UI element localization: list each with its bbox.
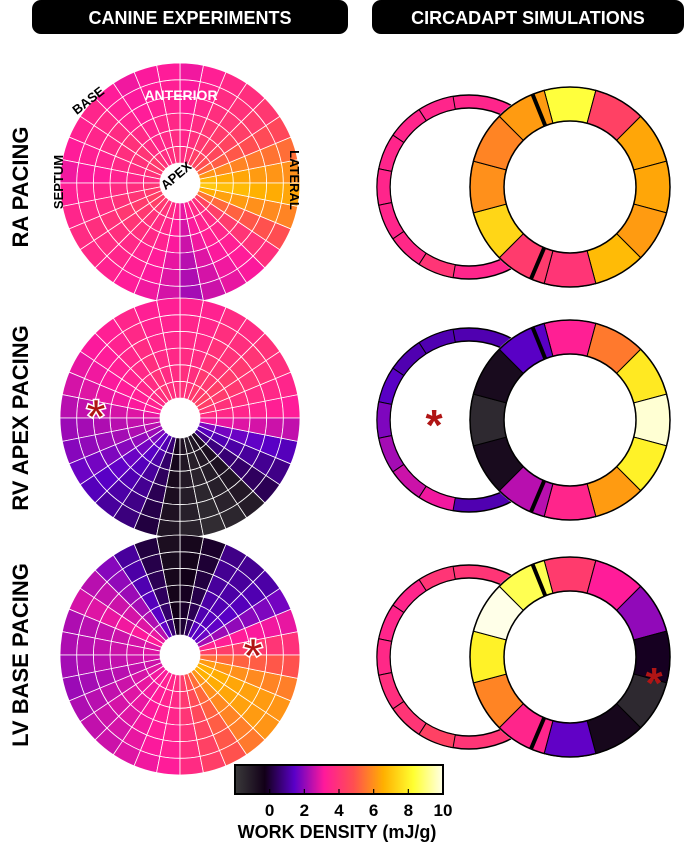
septal-junction-top [530, 93, 548, 127]
rv-ring-segment [376, 401, 393, 439]
colorbar-tick-label: 10 [434, 801, 453, 820]
canine-bullseye-ra-pacing [59, 62, 301, 304]
canine-bullseye-lv-base-pacing [59, 534, 301, 776]
rv-ring-segment [418, 252, 456, 279]
rv-ring-segment [378, 202, 405, 240]
bullseye-cell [59, 417, 80, 442]
row-label-lv-base-pacing: LV BASE PACING [8, 563, 33, 747]
colorbar-tick-label: 8 [404, 801, 413, 820]
bullseye-cell [264, 182, 284, 204]
bullseye-cell [92, 637, 112, 656]
rv-ring-segment [418, 722, 456, 749]
header-left: CANINE EXPERIMENTS [32, 0, 348, 34]
bullseye-cell [76, 634, 96, 656]
septal-junction-bottom [529, 716, 547, 750]
bullseye-cell [159, 267, 181, 287]
bullseye-cell [76, 162, 96, 184]
bullseye-cell [280, 654, 301, 679]
pacing-site-marker-canine-rv-apex: * [86, 389, 106, 445]
colorbar-tick-label: 0 [265, 801, 274, 820]
bullseye-cell [280, 182, 301, 207]
row-label-rv-apex-pacing: RV APEX PACING [8, 325, 33, 510]
rv-ring-segment [378, 604, 405, 642]
bullseye-cell [179, 551, 201, 571]
rv-ring-segment [392, 579, 427, 614]
bullseye-cell [162, 486, 181, 506]
bullseye-cell [179, 755, 204, 776]
rv-ring-segment [378, 134, 405, 172]
rv-ring-segment [392, 109, 427, 144]
rv-ring-segment [378, 672, 405, 710]
bullseye-cell [159, 502, 181, 522]
bullseye-cell [179, 330, 198, 350]
bullseye-cell [280, 631, 301, 656]
bullseye-cell [92, 165, 112, 184]
septal-junction-bottom [529, 246, 547, 280]
colorbar-tick-label: 4 [334, 801, 344, 820]
bullseye-cell [179, 62, 204, 83]
bullseye-cell [264, 417, 284, 439]
bullseye-cell [248, 417, 268, 436]
lv-ring-outline-inner [503, 590, 637, 724]
circadapt-rings-rv-apex-pacing [376, 319, 671, 521]
lv-ring-outline-outer [469, 556, 671, 758]
bullseye-cell [59, 631, 80, 656]
bullseye-cell [159, 739, 181, 759]
colorbar-ticks: 0 2 4 6 8 10 [265, 789, 453, 820]
orientation-label-lateral: LATERAL [287, 150, 302, 210]
lv-ring-outline-inner [503, 353, 637, 487]
bullseye-cell [59, 654, 80, 679]
lv-ring-outline-outer [469, 319, 671, 521]
septal-junction-top [530, 326, 548, 360]
colorbar-title: WORK DENSITY (mJ/g) [238, 822, 437, 842]
lv-ring-outline-outer [469, 86, 671, 288]
bullseye-cell [156, 755, 181, 776]
bullseye-cell [162, 723, 181, 743]
canine-bullseye-rv-apex-pacing [59, 297, 301, 539]
rv-ring-segment [418, 485, 456, 512]
bullseye-cell [280, 394, 301, 419]
header-right-text: CIRCADAPT SIMULATIONS [411, 8, 645, 28]
bullseye-cell [179, 314, 201, 334]
septal-junction-top [530, 563, 548, 597]
lv-ring-outline-inner [503, 120, 637, 254]
rv-ring-segment [378, 435, 405, 473]
circadapt-rings-lv-base-pacing [376, 556, 671, 758]
rv-ring-segment [392, 230, 427, 265]
rv-ring-segment [376, 638, 393, 676]
orientation-label-septum: SEPTUM [51, 155, 66, 209]
pacing-site-marker-sim-rv-apex: * [425, 401, 443, 450]
bullseye-cell [156, 62, 181, 83]
bullseye-cell [156, 297, 181, 318]
rv-ring-segment [392, 463, 427, 498]
row-label-ra-pacing: RA PACING [8, 127, 33, 248]
bullseye-cell [179, 297, 204, 318]
header-left-text: CANINE EXPERIMENTS [88, 8, 291, 28]
bullseye-cell [162, 251, 181, 271]
pacing-site-marker-canine-lv-base: * [243, 628, 263, 684]
bullseye-cell [156, 534, 181, 555]
bullseye-cell [280, 417, 301, 442]
bullseye-cell [59, 394, 80, 419]
rv-ring-segment [392, 342, 427, 377]
bullseye-cell [179, 534, 204, 555]
bullseye-cell [264, 654, 284, 676]
header-right: CIRCADAPT SIMULATIONS [372, 0, 684, 34]
septal-junction-bottom [529, 479, 547, 513]
rv-ring-segment [378, 367, 405, 405]
colorbar-tick-label: 2 [300, 801, 309, 820]
rv-ring-segment [376, 168, 393, 206]
colorbar-tick-label: 6 [369, 801, 378, 820]
colorbar: 0 2 4 6 8 10 WORK DENSITY (mJ/g) [234, 764, 453, 842]
orientation-label-anterior: ANTERIOR [144, 87, 217, 103]
bullseye-cell [248, 182, 268, 201]
bullseye-cell [179, 567, 198, 587]
rv-ring-segment [392, 700, 427, 735]
pacing-site-marker-sim-lv-base: * [645, 659, 663, 708]
circadapt-rings-ra-pacing [376, 86, 671, 288]
